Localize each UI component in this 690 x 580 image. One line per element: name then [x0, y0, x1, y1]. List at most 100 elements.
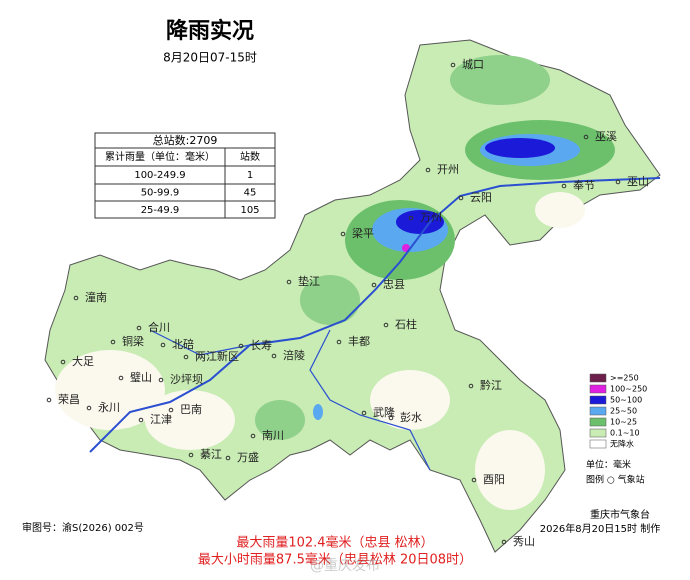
station-dot — [183, 354, 189, 360]
station-dot — [408, 215, 414, 221]
place-label: 两江新区 — [195, 349, 239, 363]
place-label: 巴南 — [180, 403, 202, 416]
table-range: 50-99.9 — [141, 188, 180, 199]
legend-label: 25~50 — [610, 407, 637, 416]
legend-label: 0.1~10 — [610, 429, 640, 438]
place-label: 涪陵 — [283, 348, 305, 362]
station-dot — [450, 62, 456, 68]
place-label: 奉节 — [573, 178, 595, 192]
station-dot — [468, 383, 474, 389]
station-dot — [138, 417, 144, 423]
place-label: 彭水 — [400, 410, 422, 424]
place-label: 垫江 — [298, 274, 320, 288]
place-label: 合川 — [148, 320, 170, 334]
station-dot — [271, 353, 277, 359]
legend-label: 10~25 — [610, 418, 637, 427]
legend-swatch — [589, 373, 607, 383]
place-label: 南川 — [262, 429, 284, 442]
max-hourly: 最大小时雨量87.5毫米（忠县松林 20日08时） — [198, 552, 472, 568]
place-label: 北碚 — [172, 337, 194, 351]
wu-river — [309, 329, 431, 471]
station-dot — [388, 415, 394, 421]
station-dot — [158, 377, 164, 383]
table-header: 累计雨量（单位：毫米） — [105, 150, 215, 163]
station-dot — [160, 342, 166, 348]
legend-label: >=250 — [610, 374, 639, 383]
place-label: 武隆 — [373, 405, 395, 419]
place-label: 梁平 — [352, 226, 374, 240]
place-label: 永川 — [98, 400, 120, 414]
legend-swatch — [589, 439, 607, 449]
place-label: 铜梁 — [122, 334, 144, 348]
legend-label: 100~250 — [610, 385, 647, 394]
legend-swatch — [589, 406, 607, 416]
place-label: 城口 — [462, 58, 484, 71]
subtitle: 8月20日07-15时 — [163, 51, 257, 65]
place-label: 万州 — [420, 211, 442, 224]
station-dot — [471, 477, 477, 483]
station-dot — [136, 325, 142, 331]
station-dot — [118, 375, 124, 381]
place-label: 丰都 — [348, 335, 370, 348]
station-dot — [46, 397, 52, 403]
legend-swatch — [589, 417, 607, 427]
title: 降雨实况 — [166, 18, 254, 44]
station-dot — [110, 339, 116, 345]
table-total: 总站数:2709 — [153, 133, 218, 147]
place-label: 大足 — [72, 354, 94, 368]
rain-patches — [55, 55, 615, 510]
station-dot — [458, 195, 464, 201]
watermark: @重庆发布 — [310, 558, 380, 574]
station-dot — [583, 134, 589, 140]
table-range: 25-49.9 — [141, 205, 180, 216]
place-label: 巫山 — [627, 175, 649, 188]
place-label: 秀山 — [513, 535, 535, 548]
station-table: 总站数:2709 累计雨量（单位：毫米） 站数 100-249.9 1 50-99.… — [94, 132, 276, 219]
place-label: 石柱 — [395, 317, 417, 331]
station-dot — [238, 343, 244, 349]
station-dot — [86, 405, 92, 411]
station-dot — [615, 179, 621, 185]
legend-station: 图例 ○ 气象站 — [586, 474, 645, 486]
approval: 审图号：渝S(2026) 002号 — [22, 521, 144, 534]
station-dot — [225, 455, 231, 461]
station-dot — [371, 282, 377, 288]
table-frame — [94, 132, 276, 219]
legend-swatch — [589, 384, 607, 394]
table-header: 站数 — [240, 150, 260, 163]
legend-swatch — [589, 428, 607, 438]
table-count: 45 — [244, 188, 257, 199]
table-range: 100-249.9 — [134, 170, 185, 181]
place-label: 巫溪 — [595, 130, 617, 143]
station-dot — [286, 279, 292, 285]
station-dot — [336, 339, 342, 345]
place-label: 长寿 — [250, 338, 272, 352]
legend-swatch — [589, 395, 607, 405]
place-label: 忠县 — [383, 278, 405, 291]
station-dot — [425, 167, 431, 173]
place-label: 綦江 — [200, 448, 222, 461]
place-label: 云阳 — [470, 191, 492, 204]
legend-unit: 单位：毫米 — [586, 459, 631, 471]
table-count: 105 — [240, 205, 259, 216]
place-label: 江津 — [150, 413, 172, 426]
station-dot — [561, 183, 567, 189]
legend-label: 50~100 — [610, 396, 642, 405]
station-dot — [383, 322, 389, 328]
place-label: 黔江 — [480, 378, 502, 392]
org: 重庆市气象台 — [590, 508, 650, 521]
made-time: 2026年8月20日15时 制作 — [540, 522, 660, 535]
place-label: 开州 — [437, 163, 459, 176]
station-dot — [361, 410, 367, 416]
jialing-river — [149, 329, 251, 356]
max-rain: 最大雨量102.4毫米（忠县 松林） — [236, 535, 433, 551]
place-label: 沙坪坝 — [170, 372, 203, 386]
station-dot — [60, 359, 66, 365]
station-dot — [73, 295, 79, 301]
station-dot — [168, 407, 174, 413]
place-label: 潼南 — [85, 290, 107, 304]
legend-label: 无降水 — [610, 439, 634, 449]
place-label: 荣昌 — [58, 393, 80, 406]
